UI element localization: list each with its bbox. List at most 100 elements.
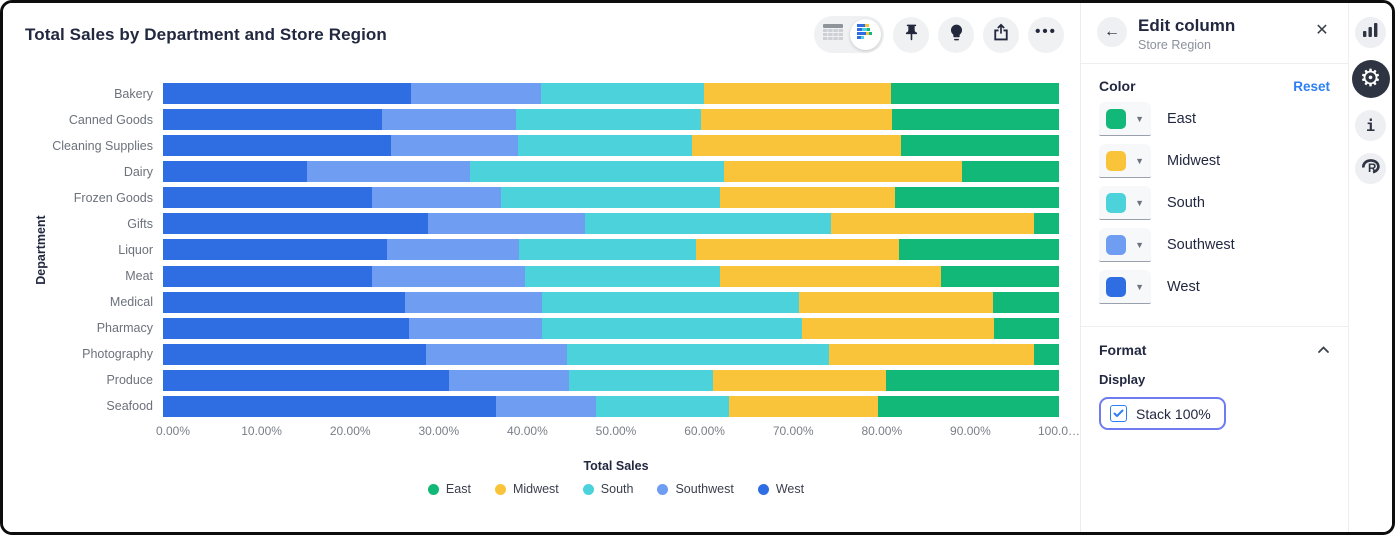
bar-segment-south[interactable] <box>541 83 705 104</box>
more-options-button[interactable]: ••• <box>1028 16 1064 53</box>
chart-view-button[interactable] <box>850 19 881 50</box>
bar-segment-south[interactable] <box>542 317 802 339</box>
bar-segment-east[interactable] <box>1033 213 1059 235</box>
bar-segment-east[interactable] <box>892 109 1059 131</box>
color-swatch-dropdown-east[interactable]: ▼ <box>1099 102 1151 136</box>
legend-item-south[interactable]: South <box>582 482 633 496</box>
insights-button[interactable] <box>938 16 974 53</box>
close-button[interactable]: ✕ <box>1308 16 1336 44</box>
reset-link[interactable]: Reset <box>1293 78 1330 94</box>
bar-segment-south[interactable] <box>470 161 724 183</box>
bar-segment-midwest[interactable] <box>720 187 896 209</box>
bar-segment-southwest[interactable] <box>404 291 542 313</box>
bar-segment-west[interactable] <box>163 239 387 261</box>
bar-segment-midwest[interactable] <box>691 135 902 157</box>
bar-segment-south[interactable] <box>595 395 730 417</box>
visualization-button[interactable] <box>1355 17 1386 48</box>
bar-segment-south[interactable] <box>567 343 829 365</box>
info-button[interactable]: i <box>1355 110 1386 141</box>
bar-segment-east[interactable] <box>940 265 1059 287</box>
bar-segment-west[interactable] <box>163 109 382 131</box>
bar-segment-midwest[interactable] <box>696 239 899 261</box>
bar-segment-south[interactable] <box>568 369 714 391</box>
checkbox-checked-icon[interactable] <box>1110 405 1127 422</box>
bar-segment-west[interactable] <box>163 291 405 313</box>
bar-segment-southwest[interactable] <box>381 109 516 131</box>
bar-segment-midwest[interactable] <box>729 395 878 417</box>
x-axis-tick: 70.00% <box>772 424 814 438</box>
bar-segment-southwest[interactable] <box>448 369 569 391</box>
bar-segment-west[interactable] <box>163 343 426 365</box>
bar-segment-southwest[interactable] <box>411 83 542 104</box>
bar-segment-west[interactable] <box>163 135 391 157</box>
table-view-button[interactable] <box>817 19 848 50</box>
legend-item-west[interactable]: West <box>757 482 804 496</box>
bar-segment-east[interactable] <box>962 161 1059 183</box>
bar-segment-midwest[interactable] <box>801 317 995 339</box>
bar-row: Gifts <box>11 213 1059 235</box>
bar-segment-midwest[interactable] <box>713 369 887 391</box>
bar-segment-west[interactable] <box>163 265 372 287</box>
legend-item-midwest[interactable]: Midwest <box>494 482 559 496</box>
bar-segment-midwest[interactable] <box>830 213 1034 235</box>
back-button[interactable]: ← <box>1097 17 1127 47</box>
bar-segment-south[interactable] <box>524 265 721 287</box>
bar-segment-southwest[interactable] <box>371 265 525 287</box>
bar-segment-southwest[interactable] <box>390 135 518 157</box>
share-button[interactable] <box>983 16 1019 53</box>
bar-segment-southwest[interactable] <box>425 343 568 365</box>
format-section-header[interactable]: Format <box>1099 341 1330 359</box>
legend-item-southwest[interactable]: Southwest <box>657 482 734 496</box>
bar-segment-east[interactable] <box>1033 343 1059 365</box>
bar-segment-west[interactable] <box>163 161 308 183</box>
stack-100-checkbox-group[interactable]: Stack 100% <box>1099 397 1226 430</box>
settings-button[interactable]: ⚙ <box>1351 60 1390 98</box>
legend-dot <box>427 483 439 495</box>
bar-segment-west[interactable] <box>163 83 412 104</box>
bar-segment-southwest[interactable] <box>496 395 596 417</box>
bar-track <box>163 395 1059 417</box>
bar-segment-southwest[interactable] <box>387 239 519 261</box>
bar-segment-south[interactable] <box>541 291 800 313</box>
bar-segment-southwest[interactable] <box>371 187 501 209</box>
bar-segment-midwest[interactable] <box>799 291 993 313</box>
bar-segment-west[interactable] <box>163 213 429 235</box>
bar-segment-east[interactable] <box>994 317 1059 339</box>
bar-segment-south[interactable] <box>500 187 721 209</box>
bar-segment-south[interactable] <box>518 239 697 261</box>
bar-row: Liquor <box>11 239 1059 261</box>
bar-segment-east[interactable] <box>898 239 1059 261</box>
chart-legend: East Midwest South Southwest West <box>173 482 1059 496</box>
bar-segment-southwest[interactable] <box>307 161 471 183</box>
bar-segment-southwest[interactable] <box>428 213 585 235</box>
bar-segment-west[interactable] <box>163 395 497 417</box>
r-language-button[interactable]: R <box>1355 153 1386 184</box>
bar-segment-midwest[interactable] <box>700 109 893 131</box>
bar-segment-southwest[interactable] <box>408 317 542 339</box>
bar-segment-east[interactable] <box>890 83 1059 104</box>
bar-segment-midwest[interactable] <box>704 83 891 104</box>
color-swatch-dropdown-southwest[interactable]: ▼ <box>1099 228 1151 262</box>
legend-label: Southwest <box>675 482 734 496</box>
color-swatch-dropdown-midwest[interactable]: ▼ <box>1099 144 1151 178</box>
bar-segment-south[interactable] <box>516 109 701 131</box>
bar-segment-west[interactable] <box>163 369 449 391</box>
bar-segment-midwest[interactable] <box>720 265 941 287</box>
bar-segment-midwest[interactable] <box>723 161 963 183</box>
color-swatch-dropdown-west[interactable]: ▼ <box>1099 270 1151 304</box>
bar-segment-east[interactable] <box>901 135 1059 157</box>
legend-item-east[interactable]: East <box>427 482 471 496</box>
bar-segment-east[interactable] <box>992 291 1059 313</box>
bar-segment-east[interactable] <box>886 369 1059 391</box>
bar-segment-east[interactable] <box>895 187 1059 209</box>
pin-button[interactable] <box>893 16 929 53</box>
bar-segment-south[interactable] <box>585 213 831 235</box>
chevron-up-icon <box>1317 341 1330 359</box>
bar-segment-west[interactable] <box>163 187 372 209</box>
bar-segment-midwest[interactable] <box>828 343 1034 365</box>
bar-segment-south[interactable] <box>517 135 692 157</box>
bar-segment-west[interactable] <box>163 317 409 339</box>
color-swatch-dropdown-south[interactable]: ▼ <box>1099 186 1151 220</box>
bar-segment-east[interactable] <box>877 395 1059 417</box>
